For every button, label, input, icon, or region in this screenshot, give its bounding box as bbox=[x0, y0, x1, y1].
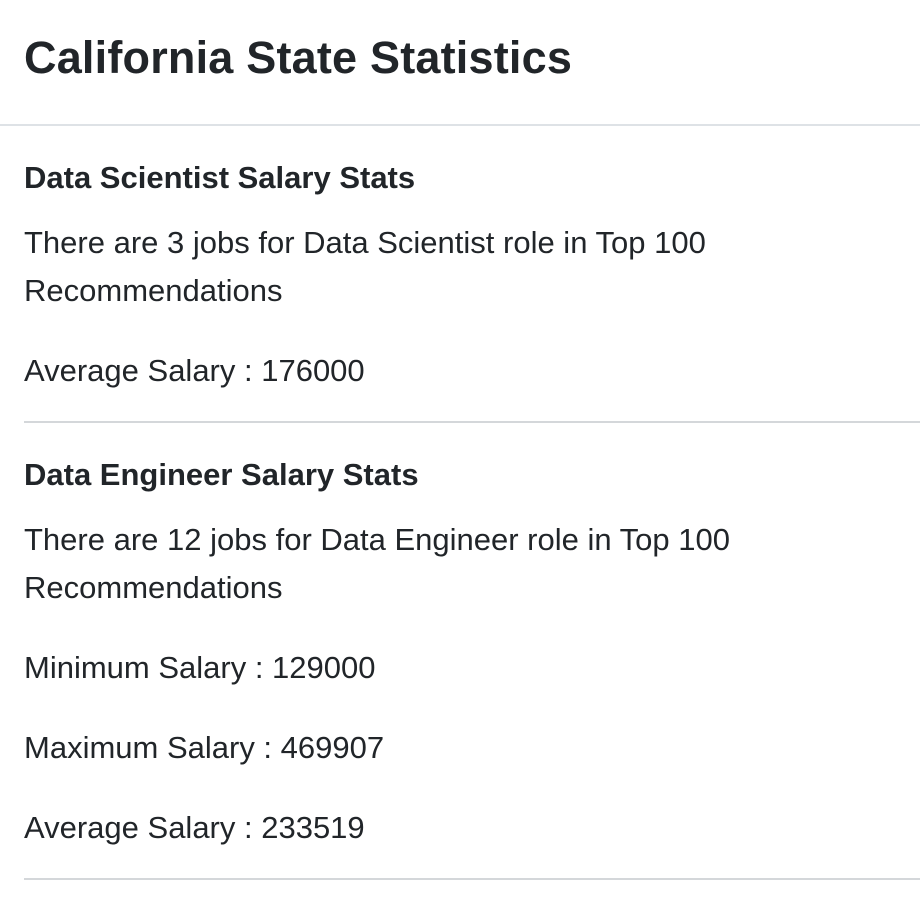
data-engineer-maximum-salary: Maximum Salary : 469907 bbox=[24, 730, 385, 765]
section-title-data-engineer: Data Engineer Salary Stats bbox=[24, 457, 419, 492]
data-engineer-stats-section: Data Engineer Salary Stats There are 12 … bbox=[24, 423, 920, 880]
section-title-data-scientist: Data Scientist Salary Stats bbox=[24, 160, 416, 195]
data-engineer-minimum-salary: Minimum Salary : 129000 bbox=[24, 650, 376, 685]
page-title: California State Statistics bbox=[24, 32, 573, 83]
data-scientist-job-count-text: There are 3 jobs for Data Scientist role… bbox=[24, 225, 706, 308]
data-engineer-average-salary: Average Salary : 233519 bbox=[24, 810, 365, 845]
data-scientist-average-salary: Average Salary : 176000 bbox=[24, 353, 365, 388]
page-header: California State Statistics bbox=[0, 0, 920, 126]
data-scientist-stats-section: Data Scientist Salary Stats There are 3 … bbox=[24, 126, 920, 423]
data-engineer-job-count-text: There are 12 jobs for Data Engineer role… bbox=[24, 522, 730, 605]
